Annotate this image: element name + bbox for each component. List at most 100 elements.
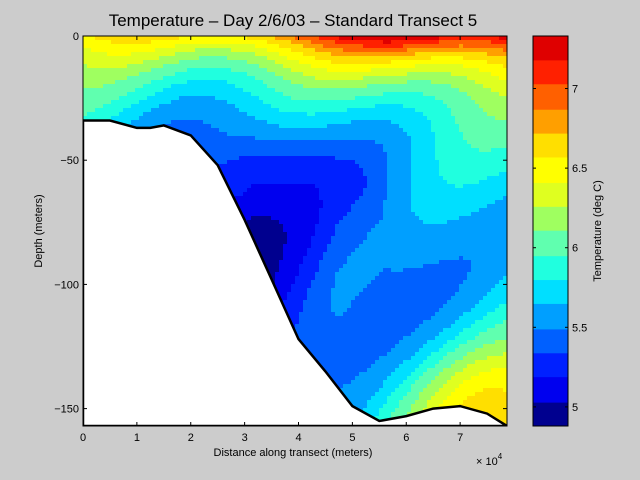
contour-cell bbox=[195, 40, 199, 44]
contour-cell bbox=[267, 224, 271, 228]
contour-cell bbox=[263, 60, 267, 64]
contour-cell bbox=[267, 68, 271, 72]
contour-cell bbox=[283, 108, 287, 112]
contour-cell bbox=[227, 180, 231, 184]
contour-cell bbox=[211, 104, 215, 108]
contour-cell bbox=[279, 88, 283, 92]
contour-cell bbox=[243, 132, 247, 136]
contour-cell bbox=[203, 88, 207, 92]
contour-cell bbox=[255, 216, 259, 220]
contour-cell bbox=[227, 108, 231, 112]
contour-cell bbox=[275, 60, 279, 64]
contour-cell bbox=[167, 52, 171, 56]
contour-cell bbox=[275, 212, 279, 216]
contour-cell bbox=[231, 52, 235, 56]
contour-cell bbox=[263, 44, 267, 48]
contour-cell bbox=[239, 48, 243, 52]
contour-cell bbox=[191, 44, 195, 48]
contour-cell bbox=[175, 40, 179, 44]
contour-cell bbox=[91, 92, 95, 96]
contour-cell bbox=[275, 248, 279, 252]
contour-cell bbox=[179, 80, 183, 84]
contour-cell bbox=[279, 252, 283, 256]
contour-cell bbox=[227, 44, 231, 48]
contour-cell bbox=[95, 104, 99, 108]
contour-cell bbox=[123, 116, 127, 120]
contour-cell bbox=[223, 116, 227, 120]
contour-cell bbox=[131, 36, 135, 40]
contour-cell bbox=[207, 132, 211, 136]
contour-cell bbox=[279, 100, 283, 104]
contour-cell bbox=[283, 204, 287, 208]
contour-cell bbox=[187, 100, 191, 104]
contour-cell bbox=[119, 88, 123, 92]
contour-cell bbox=[95, 116, 99, 120]
contour-cell bbox=[223, 68, 227, 72]
contour-cell bbox=[99, 104, 103, 108]
contour-cell bbox=[195, 128, 199, 132]
contour-cell bbox=[83, 68, 87, 72]
contour-cell bbox=[195, 76, 199, 80]
contour-cell bbox=[171, 108, 175, 112]
contour-cell bbox=[87, 56, 91, 60]
contour-cell bbox=[251, 216, 255, 220]
contour-cell bbox=[279, 188, 283, 192]
contour-cell bbox=[207, 116, 211, 120]
contour-cell bbox=[91, 60, 95, 64]
contour-cell bbox=[283, 56, 287, 60]
contour-cell bbox=[183, 100, 187, 104]
contour-cell bbox=[263, 212, 267, 216]
contour-cell bbox=[239, 100, 243, 104]
contour-cell bbox=[271, 48, 275, 52]
contour-cell bbox=[155, 88, 159, 92]
contour-cell bbox=[271, 76, 275, 80]
contour-cell bbox=[251, 100, 255, 104]
contour-cell bbox=[247, 44, 251, 48]
contour-cell bbox=[247, 132, 251, 136]
contour-cell bbox=[263, 172, 267, 176]
contour-cell bbox=[275, 164, 279, 168]
contour-cell bbox=[87, 96, 91, 100]
contour-cell bbox=[119, 84, 123, 88]
contour-cell bbox=[239, 80, 243, 84]
contour-cell bbox=[239, 44, 243, 48]
contour-cell bbox=[115, 60, 119, 64]
contour-cell bbox=[263, 200, 267, 204]
contour-cell bbox=[227, 144, 231, 148]
contour-cell bbox=[91, 44, 95, 48]
contour-cell bbox=[283, 176, 287, 180]
contour-cell bbox=[147, 108, 151, 112]
contour-cell bbox=[167, 64, 171, 68]
contour-cell bbox=[223, 64, 227, 68]
contour-cell bbox=[211, 136, 215, 140]
contour-cell bbox=[235, 48, 239, 52]
contour-cell bbox=[263, 76, 267, 80]
contour-cell bbox=[283, 48, 287, 52]
contour-cell bbox=[283, 268, 287, 272]
contour-cell bbox=[219, 76, 223, 80]
contour-cell bbox=[143, 48, 147, 52]
contour-cell bbox=[275, 80, 279, 84]
contour-cell bbox=[251, 40, 255, 44]
contour-cell bbox=[175, 92, 179, 96]
contour-cell bbox=[271, 180, 275, 184]
contour-cell bbox=[283, 220, 287, 224]
contour-cell bbox=[283, 208, 287, 212]
contour-cell bbox=[255, 156, 259, 160]
contour-cell bbox=[207, 72, 211, 76]
contour-cell bbox=[283, 136, 287, 140]
contour-cell bbox=[115, 92, 119, 96]
contour-cell bbox=[87, 108, 91, 112]
contour-cell bbox=[171, 104, 175, 108]
contour-cell bbox=[99, 108, 103, 112]
contour-cell bbox=[259, 168, 263, 172]
contour-cell bbox=[283, 120, 287, 124]
contour-cell bbox=[87, 116, 91, 120]
contour-cell bbox=[159, 64, 163, 68]
contour-cell bbox=[135, 88, 139, 92]
contour-cell bbox=[239, 172, 243, 176]
contour-cell bbox=[263, 144, 267, 148]
contour-cell bbox=[255, 112, 259, 116]
contour-cell bbox=[123, 92, 127, 96]
contour-cell bbox=[243, 100, 247, 104]
